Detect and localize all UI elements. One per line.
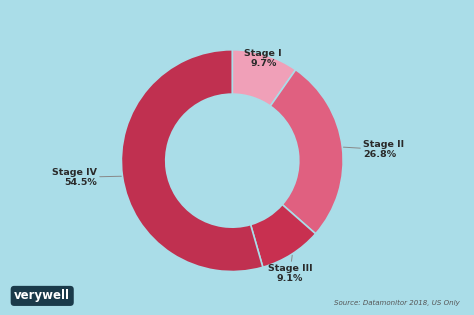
Wedge shape [121,50,263,272]
Wedge shape [251,204,316,267]
Text: Stage III
9.1%: Stage III 9.1% [268,255,312,284]
Text: Stage II
26.8%: Stage II 26.8% [344,140,404,159]
Text: verywell: verywell [14,289,70,302]
Circle shape [166,94,299,227]
Wedge shape [232,50,296,106]
Text: Stage I
9.7%: Stage I 9.7% [245,49,282,68]
Text: Source: Datamonitor 2018, US Only: Source: Datamonitor 2018, US Only [334,300,460,306]
Text: Stage IV
54.5%: Stage IV 54.5% [52,168,121,187]
Wedge shape [270,70,343,234]
